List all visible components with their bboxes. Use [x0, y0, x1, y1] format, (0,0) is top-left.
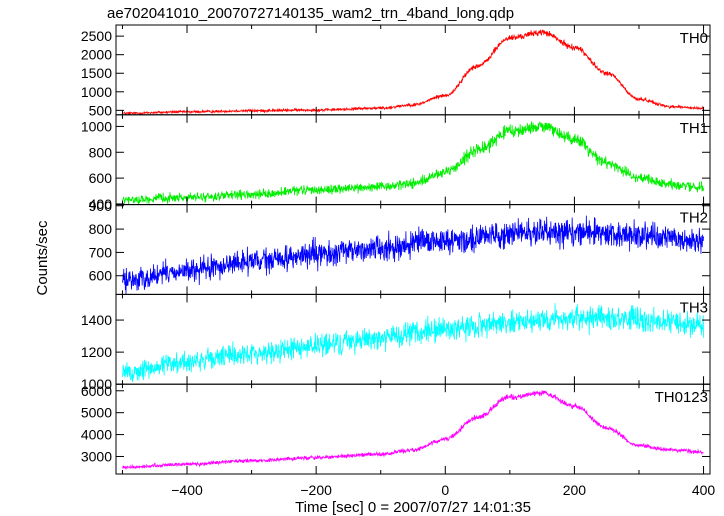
x-axis-label: Time [sec] 0 = 2007/07/27 14:01:35	[295, 499, 531, 516]
y-tick-label: 5000	[81, 405, 112, 421]
y-tick-label: 600	[89, 170, 113, 186]
panel-frame	[115, 383, 711, 475]
y-tick-label: 1200	[81, 344, 112, 360]
series-label: TH0	[680, 30, 708, 47]
series-line-th2	[122, 215, 704, 295]
x-tick-label: 0	[441, 482, 449, 498]
y-tick-label: 600	[89, 268, 113, 284]
series-line-th3	[122, 303, 704, 382]
x-tick-label: −400	[171, 482, 203, 498]
panel-th3: 1000 1200 1400 TH3	[81, 293, 711, 392]
series-label: TH2	[680, 210, 708, 227]
y-tick-label: 400	[89, 196, 113, 212]
panel-th1: 400 600 800 1000 TH1	[81, 114, 711, 212]
panel-th0123: 3000 4000 5000 6000 TH0123	[81, 383, 711, 475]
series-label: TH0123	[655, 389, 708, 406]
x-tick-label: −200	[300, 482, 332, 498]
y-tick-label: 700	[89, 244, 113, 260]
y-tick-label: 800	[89, 221, 113, 237]
y-tick-label: 500	[89, 102, 113, 118]
y-tick-label: 6000	[81, 383, 112, 399]
y-tick-label: 2500	[81, 28, 112, 44]
y-tick-label: 3000	[81, 448, 112, 464]
y-tick-label: 1000	[81, 84, 112, 100]
y-tick-label: 1400	[81, 312, 112, 328]
y-tick-label: 2000	[81, 47, 112, 63]
panel-th2: 600 700 800 900 TH2	[89, 198, 711, 295]
y-axis-label: Counts/sec	[34, 220, 51, 296]
x-tick-label: 400	[692, 482, 716, 498]
y-tick-label: 1000	[81, 376, 112, 392]
panel-frame	[115, 24, 711, 116]
series-line-th0	[122, 29, 704, 116]
y-tick-label: 800	[89, 144, 113, 160]
y-tick-label: 1000	[81, 118, 112, 134]
series-label: TH3	[680, 299, 708, 316]
panel-frame	[115, 293, 711, 385]
y-tick-label: 900	[89, 198, 113, 214]
series-label: TH1	[680, 120, 708, 137]
panel-frame	[115, 114, 711, 206]
x-tick-label: 200	[563, 482, 587, 498]
x-axis: −400 −200 0 200 400	[171, 482, 715, 498]
series-line-th1	[122, 121, 704, 205]
panel-th0: 500 1000 1500 2000 2500 TH0	[81, 24, 711, 118]
chart-title: ae702041010_20070727140135_wam2_trn_4ban…	[107, 5, 514, 22]
y-tick-label: 4000	[81, 427, 112, 443]
series-line-th0123	[122, 390, 704, 470]
y-tick-label: 1500	[81, 65, 112, 81]
